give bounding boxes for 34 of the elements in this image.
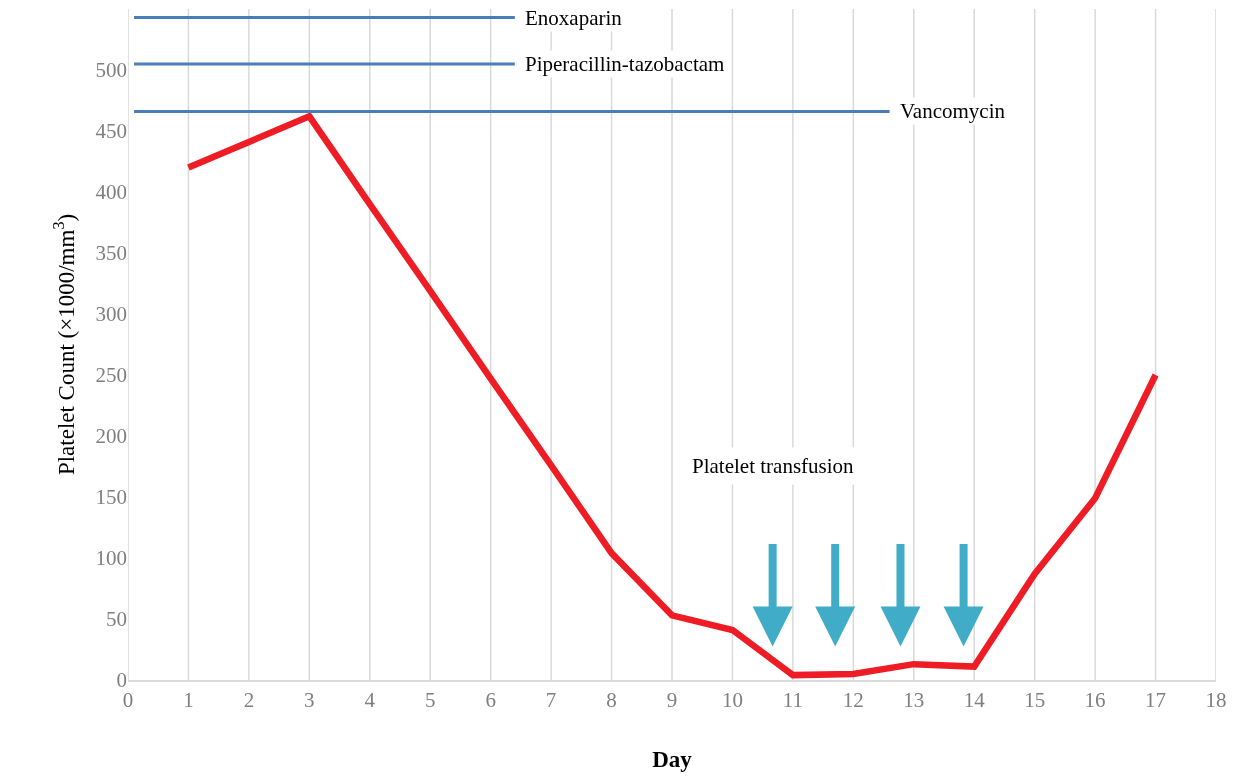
x-tick-label: 15 [1024,687,1046,712]
series-label: Enoxaparin [525,6,623,30]
x-tick-label: 12 [842,687,864,712]
x-tick-label: 8 [606,687,617,712]
x-tick-label: 10 [721,687,743,712]
series-label: Vancomycin [900,99,1006,123]
y-tick-label: 250 [95,363,127,388]
x-tick-label: 11 [782,687,804,712]
y-tick-label: 300 [95,302,127,327]
y-tick-label: 150 [95,485,127,510]
x-tick-label: 9 [666,687,678,712]
x-tick-label: 2 [243,687,255,712]
y-tick-label: 450 [95,119,127,144]
x-tick-label: 18 [1205,687,1227,712]
series-label: Piperacillin-tazobactam [525,52,725,76]
x-axis-title: Day [652,747,693,773]
x-tick-label: 1 [183,687,194,712]
y-tick-label: 200 [95,424,127,449]
y-tick-label: 500 [95,58,127,83]
annotation: Platelet transfusion [692,454,855,478]
x-tick-label: 13 [903,687,925,712]
y-tick-label: 350 [95,241,127,266]
x-tick-label: 16 [1084,687,1106,712]
x-tick-label: 4 [364,687,376,712]
y-tick-label: 400 [95,180,127,205]
x-tick-label: 6 [485,687,496,712]
y-tick-label: 50 [106,607,127,632]
y-tick-label: 100 [95,546,127,571]
x-tick-label: 7 [545,687,557,712]
y-tick-label: 0 [116,668,127,693]
x-tick-label: 3 [304,687,315,712]
x-tick-label: 14 [963,687,986,712]
x-tick-label: 5 [424,687,436,712]
x-tick-label: 17 [1145,687,1167,712]
